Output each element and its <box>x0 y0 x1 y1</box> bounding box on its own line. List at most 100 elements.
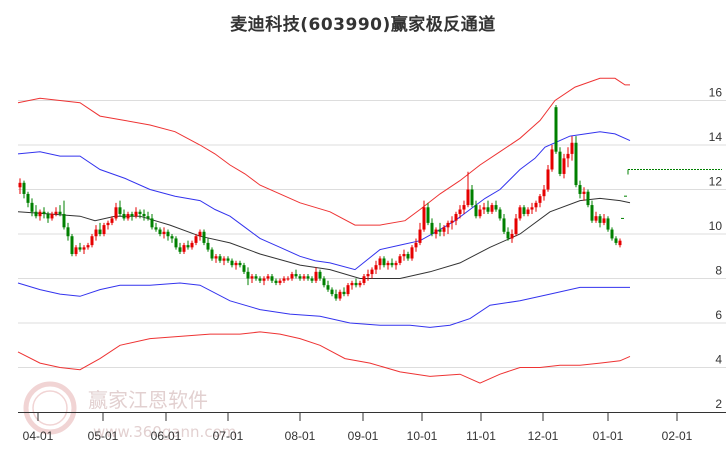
candle <box>154 222 158 232</box>
candle <box>538 193 542 208</box>
watermark-url: www.360gann.com <box>93 423 236 441</box>
candle <box>530 202 534 214</box>
candle <box>602 213 606 226</box>
candle <box>390 258 394 268</box>
candle <box>170 234 174 243</box>
candle <box>230 258 234 268</box>
watermark-name: 赢家江恩软件 <box>88 388 208 412</box>
candle <box>314 267 318 283</box>
candle <box>318 269 322 281</box>
x-tick-label: 12-01 <box>528 429 559 443</box>
candle <box>354 278 358 288</box>
candle <box>346 282 350 297</box>
candle <box>310 276 314 283</box>
candle <box>510 229 514 243</box>
candle <box>46 211 50 223</box>
candle <box>210 247 214 261</box>
candle <box>458 205 462 219</box>
x-tick-label: 10-01 <box>407 429 438 443</box>
candle <box>126 211 130 221</box>
candle <box>54 207 58 217</box>
candlesticks <box>18 104 622 301</box>
candle <box>102 222 106 237</box>
candle <box>158 227 162 237</box>
candle <box>38 209 42 221</box>
candle <box>122 209 126 221</box>
candle <box>266 274 270 281</box>
candle <box>382 256 386 268</box>
candle <box>378 256 382 270</box>
candle <box>434 227 438 239</box>
candle <box>610 227 614 241</box>
candle <box>34 205 38 219</box>
candle <box>94 225 98 241</box>
candle <box>166 229 170 241</box>
channel-bands <box>17 77 631 384</box>
y-axis-labels: 2 4 6 8 10 12 14 16 <box>709 86 723 412</box>
candle <box>114 202 118 221</box>
candle <box>278 278 282 286</box>
candle <box>18 178 22 194</box>
candle <box>90 234 94 248</box>
candle <box>162 227 166 239</box>
candle <box>474 200 478 219</box>
candle <box>506 227 510 241</box>
candle <box>250 274 254 283</box>
candle <box>58 205 62 217</box>
candle <box>26 191 30 208</box>
candle <box>582 187 586 201</box>
band-upper-outer <box>17 77 630 226</box>
candle <box>174 236 178 250</box>
candle <box>66 222 70 241</box>
y-tick-label: 4 <box>715 353 722 367</box>
candle <box>306 274 310 281</box>
candle <box>426 202 430 226</box>
candle <box>558 147 562 177</box>
candle <box>286 276 290 281</box>
y-tick-label: 12 <box>709 175 723 189</box>
candle <box>614 236 618 246</box>
candle <box>478 205 482 219</box>
candle <box>454 211 458 226</box>
candle <box>206 238 210 252</box>
candle <box>338 289 342 301</box>
candle <box>570 136 574 161</box>
candle <box>562 153 566 179</box>
candle <box>514 213 518 237</box>
candle <box>110 216 114 226</box>
candle <box>342 287 346 297</box>
candle <box>290 271 294 281</box>
candle <box>202 229 206 246</box>
candle <box>498 207 502 221</box>
candle <box>398 254 402 266</box>
x-tick-label: 02-01 <box>662 429 693 443</box>
candle <box>486 200 490 214</box>
target-line <box>621 168 722 219</box>
candle <box>222 256 226 266</box>
x-tick-label: 05-01 <box>88 429 119 443</box>
candle <box>578 180 582 199</box>
candle <box>446 220 450 234</box>
candle <box>262 276 266 286</box>
candle <box>442 225 446 237</box>
x-tick-label: 09-01 <box>348 429 379 443</box>
candle <box>422 200 426 232</box>
x-tick-label: 06-01 <box>151 429 182 443</box>
candle <box>150 213 154 230</box>
y-tick-label: 6 <box>715 308 722 322</box>
candle <box>470 185 474 208</box>
candle <box>450 216 454 230</box>
candle <box>298 274 302 281</box>
candle <box>282 276 286 283</box>
candle <box>350 280 354 290</box>
candle <box>186 240 190 250</box>
candle <box>22 180 26 199</box>
y-tick-label: 2 <box>715 397 722 411</box>
candle <box>254 274 258 281</box>
band-lower-inner <box>17 282 630 328</box>
candle <box>542 185 546 201</box>
candle <box>362 274 366 286</box>
candle <box>50 211 54 221</box>
candle <box>294 269 298 279</box>
